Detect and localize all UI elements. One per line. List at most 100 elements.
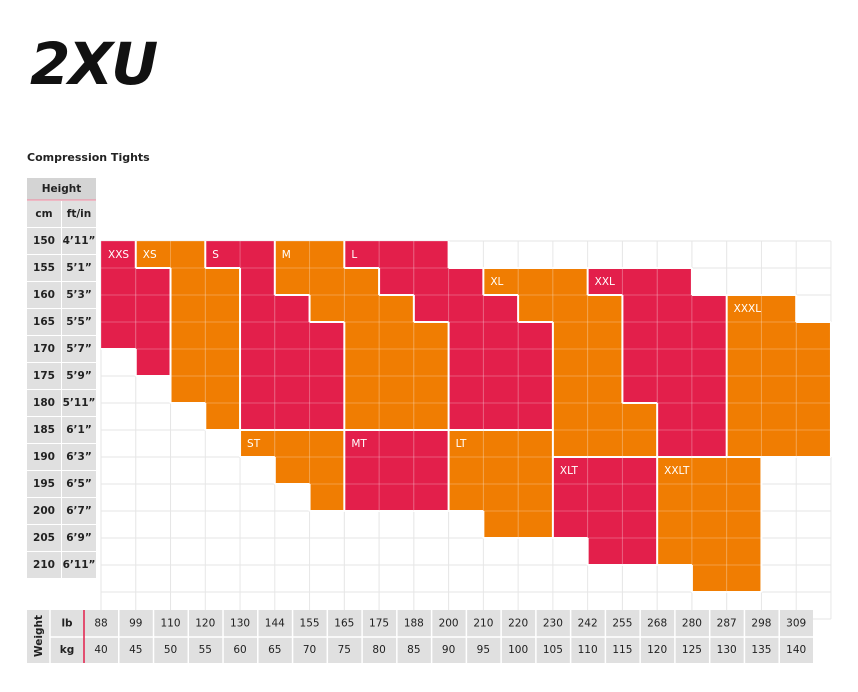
height-cell: [27, 498, 61, 524]
size-region: [240, 241, 275, 430]
size-region: [726, 295, 762, 457]
height-subheader: cm: [35, 208, 52, 220]
size-region: [552, 268, 588, 457]
height-cell: [62, 390, 96, 416]
height-cell: [27, 255, 61, 281]
size-region: [274, 295, 310, 430]
weight-value: 280: [682, 618, 702, 630]
height-cell: [62, 363, 96, 389]
size-region: [274, 241, 310, 295]
size-label: XS: [143, 249, 157, 261]
height-value: 165: [33, 316, 55, 328]
weight-unit: lb: [61, 618, 73, 630]
size-label: XXXL: [734, 303, 762, 315]
height-value: 150: [33, 235, 55, 247]
size-region: [726, 457, 762, 592]
size-region: [274, 430, 310, 484]
size-region: [657, 268, 692, 457]
height-header: Height: [42, 183, 82, 195]
height-value: 155: [33, 262, 55, 274]
weight-value: 115: [612, 644, 632, 656]
weight-value: 188: [404, 618, 424, 630]
size-label: M: [282, 249, 291, 261]
size-label: XLT: [560, 465, 579, 477]
size-region: [483, 430, 519, 538]
weight-value: 135: [751, 644, 771, 656]
size-region: [518, 322, 553, 430]
height-value: 5’7”: [66, 343, 92, 355]
height-cell: [27, 363, 61, 389]
size-region: [135, 241, 171, 268]
weight-value: 140: [786, 644, 806, 656]
height-value: 190: [33, 451, 55, 463]
size-region: [344, 430, 380, 511]
height-value: 6’11”: [63, 559, 96, 571]
size-region: [309, 430, 345, 511]
weight-value: 268: [647, 618, 667, 630]
height-value: 6’9”: [66, 532, 92, 544]
size-region: [518, 268, 553, 322]
height-cell: [62, 282, 96, 308]
height-value: 5’11”: [63, 397, 96, 409]
size-region: [413, 430, 449, 511]
height-cell: [27, 552, 61, 578]
height-value: 6’5”: [66, 478, 92, 490]
weight-value: 88: [94, 618, 107, 630]
size-region: [657, 457, 692, 565]
weight-value: 155: [300, 618, 320, 630]
size-region: [135, 268, 171, 376]
height-value: 5’9”: [66, 370, 92, 382]
height-table-bg: [27, 178, 96, 200]
chart-title: Compression Tights: [27, 151, 150, 164]
size-region: [796, 322, 831, 457]
size-region: [413, 241, 449, 322]
height-cell: [27, 282, 61, 308]
weight-value: 175: [369, 618, 389, 630]
weight-value: 287: [717, 618, 737, 630]
weight-value: 309: [786, 618, 806, 630]
size-region: [379, 430, 414, 511]
weight-value: 45: [129, 644, 142, 656]
size-region: [622, 268, 658, 403]
size-region: [379, 241, 414, 295]
weight-value: 40: [94, 644, 107, 656]
height-cell: [62, 309, 96, 335]
height-cell: [27, 228, 61, 254]
height-value: 170: [33, 343, 55, 355]
size-region: [691, 295, 727, 457]
weight-value: 99: [129, 618, 142, 630]
height-cell: [27, 336, 61, 362]
height-value: 195: [33, 478, 55, 490]
height-cell: [62, 228, 96, 254]
weight-unit: kg: [60, 644, 75, 656]
size-region: [170, 241, 206, 403]
size-label: XL: [490, 276, 503, 288]
size-region: [518, 430, 553, 538]
height-value: 6’1”: [66, 424, 92, 436]
weight-value: 125: [682, 644, 702, 656]
height-subheader-cell: [27, 201, 61, 227]
size-region: [309, 241, 345, 322]
height-value: 5’1”: [66, 262, 92, 274]
weight-value: 130: [717, 644, 737, 656]
size-region: [448, 430, 484, 511]
size-region: [587, 295, 623, 457]
weight-value: 120: [195, 618, 215, 630]
size-region: [344, 268, 380, 430]
height-value: 5’3”: [66, 289, 92, 301]
size-region: [483, 295, 519, 430]
height-subheader-cell: [62, 201, 96, 227]
height-value: 175: [33, 370, 55, 382]
size-region: [379, 295, 414, 430]
weight-value: 120: [647, 644, 667, 656]
size-label: XXLT: [664, 465, 690, 477]
weight-value: 220: [508, 618, 528, 630]
height-cell: [27, 525, 61, 551]
weight-value: 60: [233, 644, 246, 656]
weight-value: 55: [199, 644, 212, 656]
size-label: ST: [247, 438, 261, 450]
height-cell: [62, 471, 96, 497]
weight-value: 255: [612, 618, 632, 630]
size-region: [205, 268, 241, 430]
